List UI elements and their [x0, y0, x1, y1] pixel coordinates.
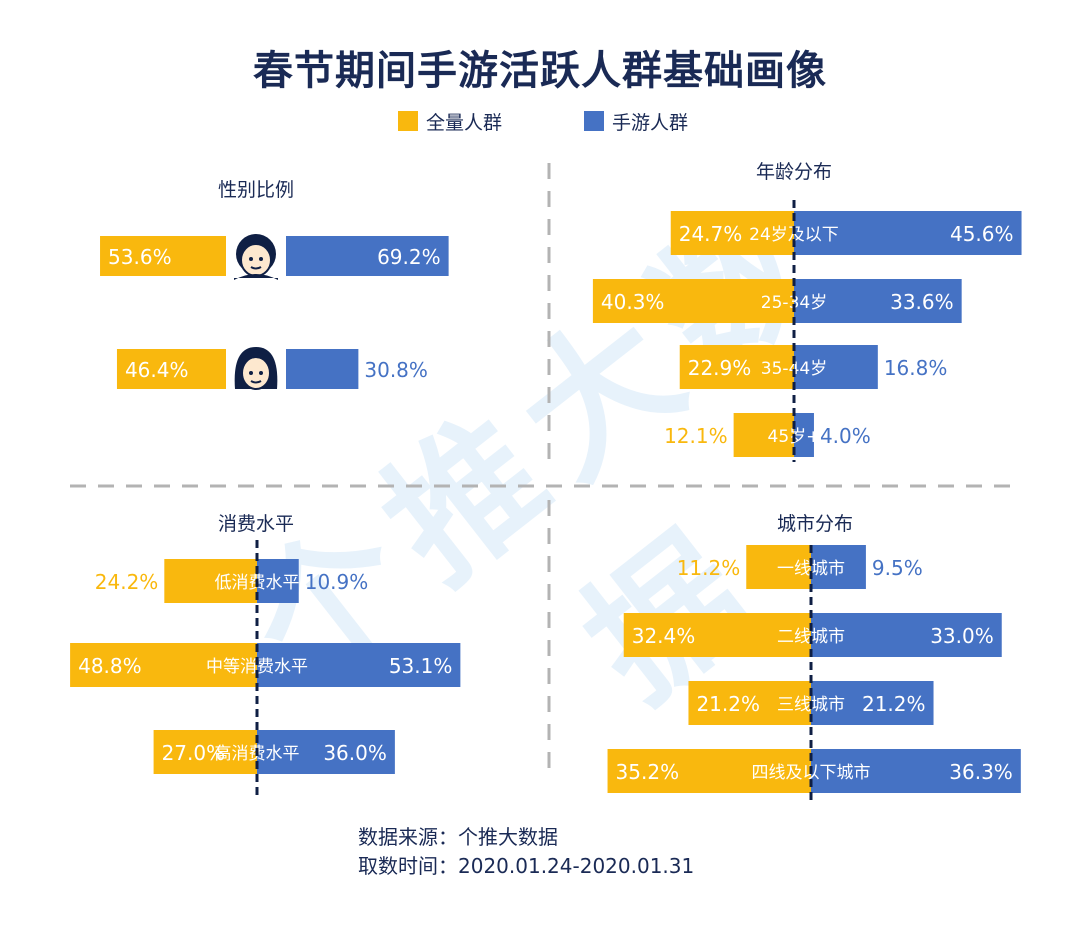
age-category-1: 25-34岁 [761, 293, 827, 313]
age-bar-game-2 [794, 345, 878, 389]
legend-label-all: 全量人群 [426, 111, 503, 134]
city-label-game-0: 9.5% [872, 556, 923, 580]
city-label-all-1: 32.4% [632, 624, 696, 648]
gender-bar-game-1 [286, 349, 359, 389]
age-label-all-1: 40.3% [601, 290, 665, 314]
age-bar-game-3 [794, 413, 814, 457]
gender-label-all-1: 46.4% [125, 358, 189, 382]
city-bar-all-3 [607, 749, 811, 793]
age-category-0: 24岁及以下 [749, 225, 839, 245]
consumption-label-game-1: 53.1% [389, 654, 453, 678]
city-bar-game-2 [811, 681, 934, 725]
consumption-category-1: 中等消费水平 [206, 657, 308, 677]
city-label-all-0: 11.2% [677, 556, 741, 580]
age-label-game-0: 45.6% [950, 222, 1014, 246]
female-icon [234, 347, 278, 390]
consumption-bar-all-1 [70, 643, 257, 687]
city-category-0: 一线城市 [777, 559, 845, 579]
age-label-game-3: 4.0% [820, 424, 871, 448]
data-source: 数据来源：个推大数据 [358, 825, 558, 849]
gender-bar-all-0 [100, 236, 226, 276]
consumption-bar-all-0 [164, 559, 257, 603]
city-bar-game-1 [811, 613, 1002, 657]
city-label-all-3: 35.2% [616, 760, 680, 784]
gender-bar-all-1 [116, 349, 226, 389]
legend-item-all: 全量人群 [398, 108, 502, 134]
page-title: 春节期间手游活跃人群基础画像 [253, 48, 827, 94]
age-label-game-2: 16.8% [884, 356, 948, 380]
city-label-game-2: 21.2% [862, 692, 926, 716]
gender-panel-title: 性别比例 [218, 179, 294, 201]
age-bar-game-0 [794, 211, 1022, 255]
gender-label-game-0: 69.2% [377, 245, 441, 269]
legend-label-mobile-game: 手游人群 [612, 111, 689, 134]
city-bar-all-2 [688, 681, 811, 725]
city-label-game-3: 36.3% [949, 760, 1013, 784]
consumption-panel-title: 消费水平 [218, 513, 294, 535]
city-label-all-2: 21.2% [696, 692, 760, 716]
consumption-bar-game-0 [257, 559, 299, 603]
city-panel-title: 城市分布 [777, 513, 853, 535]
gender-bar-game-0 [286, 236, 449, 276]
age-label-all-2: 22.9% [688, 356, 752, 380]
age-label-game-1: 33.6% [890, 290, 954, 314]
data-time: 取数时间：2020.01.24-2020.01.31 [358, 854, 694, 878]
consumption-label-game-0: 10.9% [305, 570, 369, 594]
male-icon [234, 234, 278, 280]
consumption-label-all-1: 48.8% [78, 654, 142, 678]
city-bar-game-3 [811, 749, 1021, 793]
age-label-all-0: 24.7% [679, 222, 743, 246]
consumption-bar-all-2 [153, 730, 257, 774]
age-bar-all-0 [670, 211, 794, 255]
gender-label-game-1: 30.8% [364, 358, 428, 382]
age-panel-title: 年龄分布 [756, 161, 832, 183]
legend-swatch-all [398, 111, 418, 131]
legend-item-mobile-game: 手游人群 [584, 108, 688, 134]
age-bar-all-3 [733, 413, 794, 457]
consumption-bar-game-1 [257, 643, 461, 687]
age-label-all-3: 12.1% [664, 424, 728, 448]
city-bar-game-0 [811, 545, 866, 589]
city-bar-all-1 [623, 613, 811, 657]
consumption-label-all-2: 27.0% [162, 741, 226, 765]
consumption-label-all-0: 24.2% [95, 570, 159, 594]
legend-swatch-mobile-game [584, 111, 604, 131]
age-bar-all-2 [679, 345, 794, 389]
consumption-label-game-2: 36.0% [323, 741, 387, 765]
consumption-bar-game-2 [257, 730, 395, 774]
city-label-game-1: 33.0% [930, 624, 994, 648]
age-bar-game-1 [794, 279, 962, 323]
age-bar-all-1 [592, 279, 794, 323]
city-bar-all-0 [746, 545, 811, 589]
gender-label-all-0: 53.6% [108, 245, 172, 269]
